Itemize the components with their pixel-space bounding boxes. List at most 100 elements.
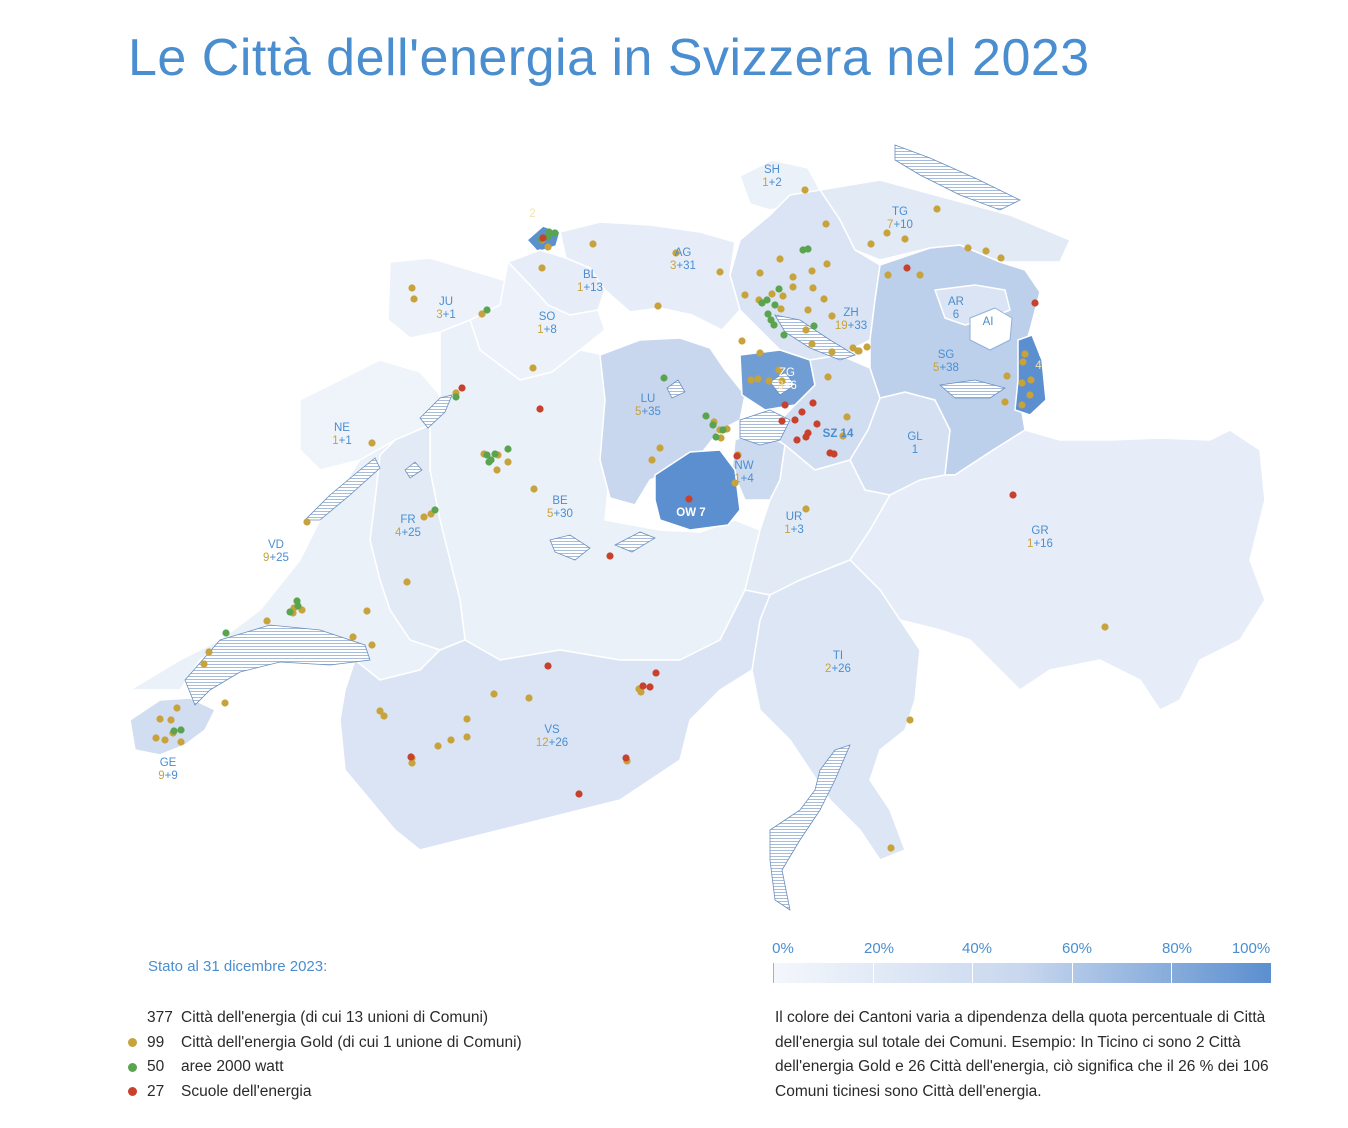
area-2000-watt-dot — [775, 285, 783, 293]
canton-count-ne: 1+1 — [332, 435, 352, 447]
city-count: +30 — [553, 508, 573, 520]
canton-ge — [129, 697, 216, 756]
city-count: +16 — [1033, 538, 1053, 550]
gold-city-dot — [779, 292, 787, 300]
lake — [549, 534, 591, 561]
city-count: +31 — [676, 260, 696, 272]
area-2000-watt-dot — [702, 412, 710, 420]
gold-city-dot — [1101, 623, 1109, 631]
legend-count: 50 — [147, 1058, 165, 1076]
canton-code-zg: ZG — [779, 367, 795, 379]
area-2000-watt-dot — [294, 602, 302, 610]
gold-city-dot — [525, 694, 533, 702]
gold-city-dot — [408, 284, 416, 292]
gold-count: 12 — [536, 737, 549, 749]
canton-code-sg: SG — [938, 349, 955, 361]
canton-count-fl: 4+7 — [1035, 360, 1055, 372]
gold-count: 1 — [577, 282, 583, 294]
gold-city-dot — [916, 271, 924, 279]
energy-school-dot — [793, 436, 801, 444]
gold-city-dot — [1018, 379, 1026, 387]
legend-text: Città dell'energia Gold (di cui 1 unione… — [181, 1033, 522, 1051]
canton-ag — [559, 221, 741, 331]
area-2000-watt-dot — [712, 433, 720, 441]
gold-city-dot — [380, 712, 388, 720]
gold-city-dot — [839, 432, 847, 440]
city-count: 1 — [912, 444, 918, 456]
canton-code-ai: AI — [983, 316, 994, 328]
gold-city-dot — [1019, 358, 1027, 366]
gold-city-dot — [777, 305, 785, 313]
gold-city-dot — [490, 690, 498, 698]
gold-city-dot — [1021, 350, 1029, 358]
canton-code-vs: VS — [544, 724, 560, 736]
canton-code-ag: AG — [675, 247, 692, 259]
legend-count: 377 — [147, 1009, 173, 1027]
gold-count: 5 — [635, 406, 641, 418]
gold-city-dot — [843, 413, 851, 421]
canton-count-sg: 5+38 — [933, 362, 959, 374]
energy-school-dot — [781, 401, 789, 409]
energy-school-dot — [798, 408, 806, 416]
gold-city-dot — [544, 243, 552, 251]
lake — [774, 314, 856, 361]
canton-code-ju: JU — [439, 296, 453, 308]
canton-lu — [599, 337, 746, 506]
canton-count-be: 5+30 — [547, 508, 573, 520]
gold-city-dot — [654, 302, 662, 310]
gold-city-dot — [883, 229, 891, 237]
area-2000-watt-dot — [709, 421, 717, 429]
gold-city-dot — [822, 220, 830, 228]
canton-count-bs: 2+1 — [529, 208, 549, 220]
gold-city-dot — [982, 247, 990, 255]
color-scale: 0% 20% 40% 60% 80% 100% — [772, 940, 1271, 983]
area-2000-watt-dot — [758, 299, 766, 307]
city-count: +33 — [848, 320, 868, 332]
gold-city-dot — [854, 347, 862, 355]
energy-school-dot — [791, 416, 799, 424]
page-title: Le Città dell'energia in Svizzera nel 20… — [128, 29, 1090, 87]
canton-count-so: 1+8 — [537, 324, 557, 336]
canton-count-tg: 7+10 — [887, 219, 913, 231]
gold-count: 1 — [734, 473, 740, 485]
energy-school-dot — [639, 682, 647, 690]
energy-school-dot — [733, 452, 741, 460]
gold-city-dot — [648, 456, 656, 464]
canton-ti — [751, 559, 921, 861]
gold-city-dot — [530, 485, 538, 493]
legend-text: Città dell'energia (di cui 13 unioni di … — [181, 1009, 489, 1027]
gold-city-dot — [420, 513, 428, 521]
gold-count: 1 — [762, 177, 768, 189]
lake — [419, 394, 453, 429]
canton-ai — [969, 307, 1013, 351]
gold-city-dot — [538, 264, 546, 272]
canton-ow — [654, 449, 741, 531]
gold-city-dot — [376, 707, 384, 715]
scale-tick-label: 40% — [961, 940, 993, 957]
area-2000-watt-dot — [799, 246, 807, 254]
red-dot-icon — [128, 1087, 137, 1097]
area-2000-watt-dot — [452, 393, 460, 401]
lake — [614, 531, 656, 553]
gold-city-dot — [933, 205, 941, 213]
gold-city-dot — [823, 260, 831, 268]
canton-code-fl: FL — [1038, 347, 1052, 359]
area-2000-watt-dot — [810, 322, 818, 330]
legend-item-total: 377 Città dell'energia (di cui 13 unioni… — [128, 1006, 522, 1031]
gold-count: 3 — [777, 380, 783, 392]
canton-code-ge: GE — [160, 757, 177, 769]
gold-city-dot — [221, 699, 229, 707]
gold-city-dot — [867, 240, 875, 248]
legend-item-schools: 27 Scuole dell'energia — [128, 1080, 522, 1105]
gold-count: 4 — [1035, 360, 1042, 372]
gold-city-dot — [809, 284, 817, 292]
map-description: Il colore dei Cantoni varia a dipendenza… — [775, 1009, 1269, 1100]
gold-count: 5 — [547, 508, 553, 520]
gold-city-dot — [205, 648, 213, 656]
gold-city-dot — [403, 578, 411, 586]
canton-code-vd: VD — [268, 539, 284, 551]
gold-city-dot — [349, 633, 357, 641]
city-count: +38 — [939, 362, 959, 374]
lake — [184, 624, 371, 706]
energy-school-dot — [544, 662, 552, 670]
